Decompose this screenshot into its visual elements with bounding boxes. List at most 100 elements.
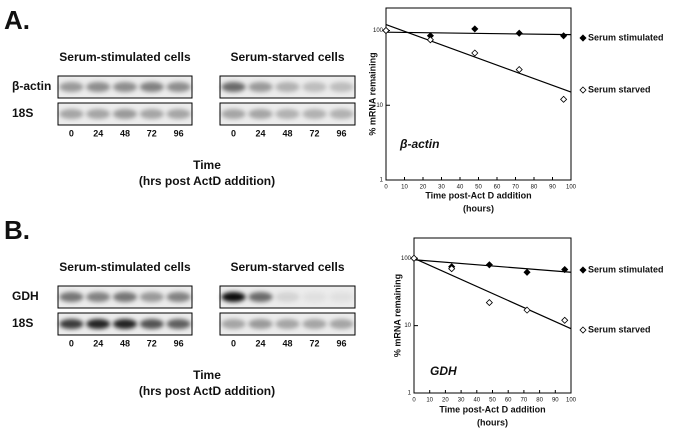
blot-band: [329, 82, 354, 92]
blot-band: [221, 292, 246, 302]
blot-band: [302, 109, 327, 119]
panel-label: A.: [4, 5, 30, 35]
data-point: [426, 36, 434, 44]
y-tick-label: 100: [401, 256, 412, 262]
lane-label: 72: [309, 338, 319, 348]
data-point: [561, 316, 569, 324]
group-title: Serum-starved cells: [230, 50, 344, 64]
row-label: GDH: [12, 289, 39, 303]
lane-label: 48: [282, 128, 292, 138]
x-axis-label: Time post-Act D addition: [439, 404, 545, 414]
x-tick-label: 40: [473, 398, 480, 404]
legend-label: Serum stimulated: [588, 264, 664, 274]
y-tick-label: 100: [373, 28, 384, 34]
data-point: [448, 265, 456, 273]
y-tick-label: 1: [380, 178, 384, 184]
lane-label: 24: [255, 128, 265, 138]
y-tick-label: 10: [376, 103, 383, 109]
x-tick-label: 70: [521, 398, 528, 404]
data-point: [560, 95, 568, 103]
x-tick-label: 0: [412, 398, 416, 404]
data-point: [523, 268, 531, 276]
blot-band: [248, 82, 273, 92]
y-tick-label: 10: [404, 323, 411, 329]
y-axis-label: % mRNA remaining: [367, 52, 377, 135]
blot-band: [302, 319, 327, 329]
blot-band: [221, 109, 246, 119]
x-axis-label: (hours): [477, 417, 508, 427]
blot-band: [248, 292, 273, 302]
lane-label: 24: [93, 128, 103, 138]
blot-band: [59, 109, 84, 119]
x-tick-label: 80: [531, 185, 538, 191]
group-title: Serum-starved cells: [230, 260, 344, 274]
legend-label: Serum starved: [588, 324, 651, 334]
lane-label: 0: [69, 338, 74, 348]
row-label: β-actin: [12, 79, 51, 93]
x-tick-label: 50: [475, 185, 482, 191]
legend-label: Serum stimulated: [588, 32, 664, 42]
lane-label: 48: [120, 128, 130, 138]
data-point: [523, 306, 531, 314]
blot-band: [112, 292, 138, 302]
legend-marker: [579, 86, 587, 94]
x-tick-label: 50: [489, 398, 496, 404]
blot-band: [275, 109, 300, 119]
data-point: [515, 29, 523, 37]
x-tick-label: 90: [552, 398, 559, 404]
blot-band: [59, 319, 84, 329]
x-tick-label: 60: [505, 398, 512, 404]
blot-band: [302, 292, 327, 302]
x-tick-label: 0: [384, 185, 388, 191]
x-tick-label: 30: [438, 185, 445, 191]
y-tick-label: 1: [408, 391, 412, 397]
blot-band: [166, 292, 191, 302]
lane-label: 72: [147, 338, 157, 348]
data-point: [382, 26, 390, 35]
fit-line: [385, 31, 572, 36]
lane-label: 24: [93, 338, 103, 348]
blot-band: [139, 82, 164, 92]
blot-band: [275, 292, 300, 302]
lane-label: 96: [174, 128, 184, 138]
blot-band: [166, 109, 191, 119]
fit-line: [413, 257, 572, 330]
data-point: [485, 299, 493, 307]
blot-band: [86, 292, 111, 302]
legend-label: Serum starved: [588, 84, 651, 94]
legend-marker: [579, 34, 587, 42]
blot-band: [86, 82, 111, 92]
blot-band: [221, 319, 246, 329]
data-point: [560, 32, 568, 40]
blot-band: [112, 109, 138, 119]
lane-label: 0: [231, 128, 236, 138]
row-label: 18S: [12, 316, 33, 330]
blot-band: [139, 109, 164, 119]
lane-label: 0: [231, 338, 236, 348]
time-label: Time: [193, 158, 221, 172]
x-tick-label: 90: [549, 185, 556, 191]
data-point: [471, 49, 479, 57]
x-tick-label: 20: [420, 185, 427, 191]
time-label: (hrs post ActD addition): [139, 384, 275, 398]
row-label: 18S: [12, 106, 33, 120]
annotation: β-actin: [399, 137, 439, 151]
blot-band: [221, 82, 246, 92]
panel-label: B.: [4, 215, 30, 245]
blot-band: [86, 319, 111, 329]
blot-band: [166, 82, 191, 92]
blot-band: [86, 109, 111, 119]
annotation: GDH: [430, 364, 457, 378]
x-tick-label: 10: [401, 185, 408, 191]
blot-band: [329, 109, 354, 119]
legend-marker: [579, 266, 587, 274]
x-tick-label: 30: [458, 398, 465, 404]
blot-band: [139, 319, 164, 329]
x-tick-label: 20: [442, 398, 449, 404]
x-axis-label: (hours): [463, 203, 494, 213]
lane-label: 72: [147, 128, 157, 138]
blot-band: [275, 82, 300, 92]
x-tick-label: 60: [494, 185, 501, 191]
x-tick-label: 80: [536, 398, 543, 404]
lane-label: 72: [309, 128, 319, 138]
